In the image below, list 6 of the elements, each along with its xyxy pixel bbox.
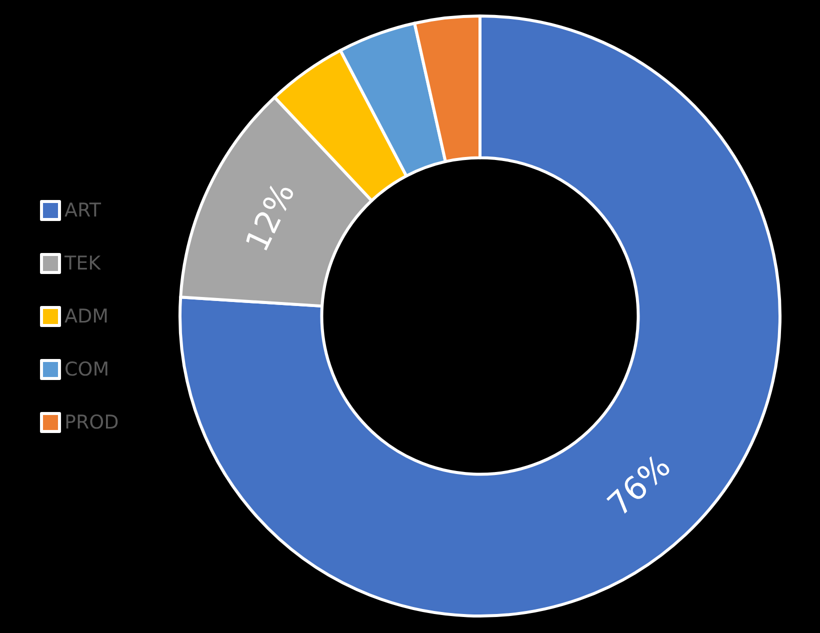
legend-label: ART [64,200,102,222]
legend-label: PROD [64,412,119,434]
data-label: 12% [238,176,302,258]
legend-label: TEK [64,252,102,274]
legend-label: COM [64,358,110,380]
legend-label: ADM [64,306,109,328]
